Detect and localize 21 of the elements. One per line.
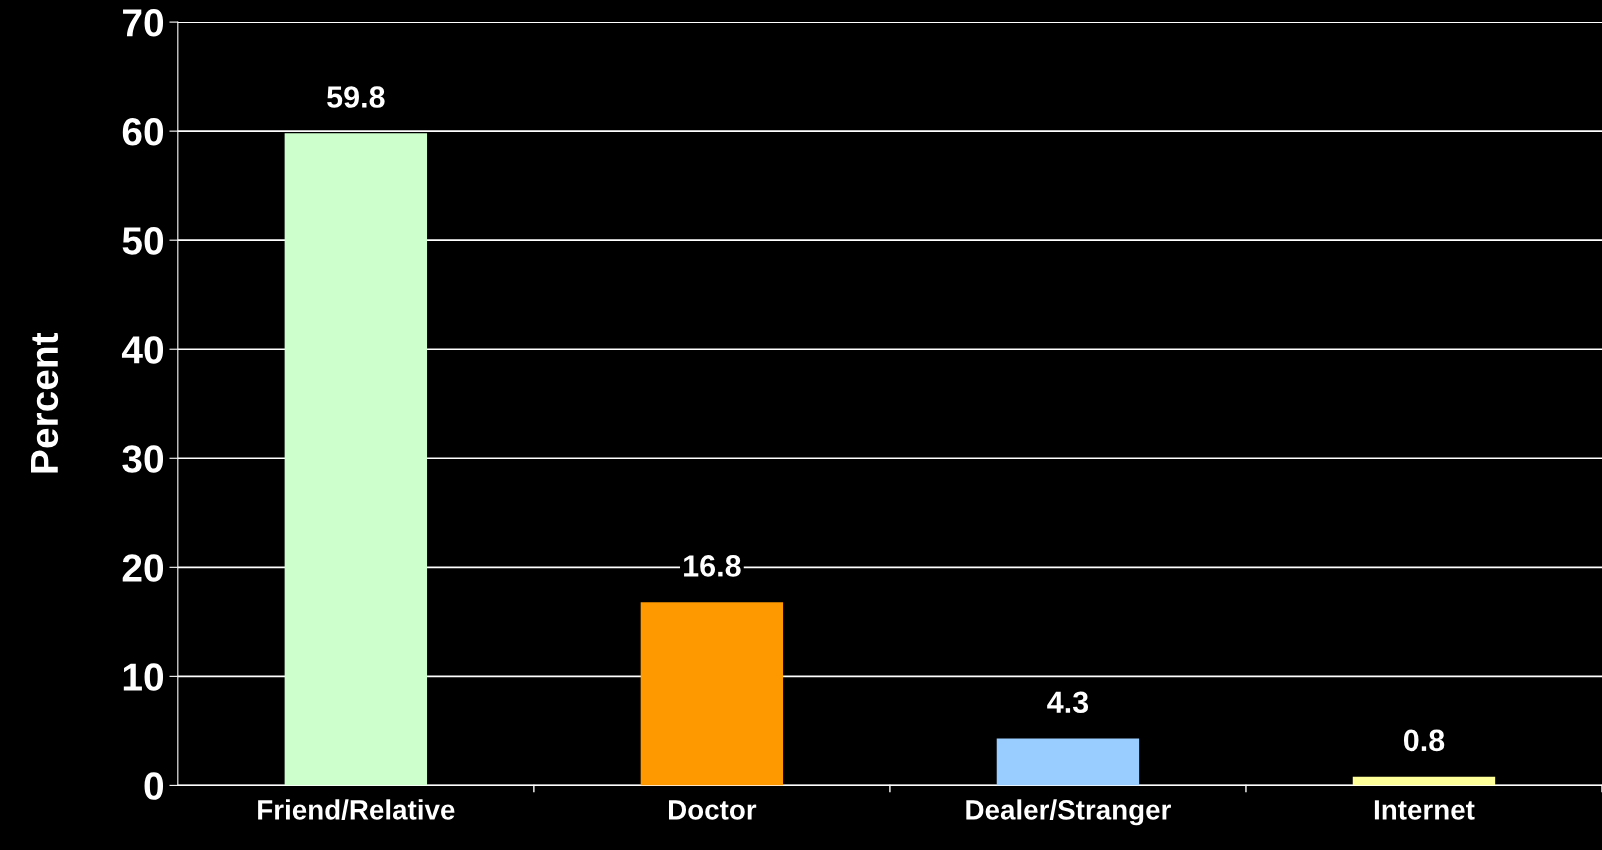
- y-tick-label: 0: [144, 772, 164, 800]
- data-label: 4.3: [1047, 691, 1089, 714]
- y-tick-label: 30: [122, 445, 164, 473]
- data-label: 0.8: [1403, 729, 1445, 752]
- x-tick-label: Doctor: [669, 800, 757, 820]
- y-tick-label: 10: [123, 663, 164, 691]
- y-axis-title: Percent: [31, 332, 59, 473]
- y-tick-label: 20: [122, 554, 164, 582]
- data-label: 16.8: [684, 555, 741, 577]
- bar: [284, 133, 428, 786]
- y-tick-label: 60: [122, 118, 164, 146]
- y-tick-label: 70: [123, 9, 164, 37]
- x-tick-label: Dealer/Stranger: [966, 799, 1171, 826]
- x-tick-label: Internet: [1374, 800, 1475, 820]
- bar: [1352, 776, 1496, 786]
- y-tick-label: 50: [122, 227, 164, 255]
- y-tick-label: 40: [121, 336, 164, 364]
- x-tick-label: Friend/Relative: [258, 799, 455, 820]
- bar: [640, 602, 784, 786]
- bar: [996, 738, 1140, 786]
- data-label: 59.8: [327, 86, 385, 108]
